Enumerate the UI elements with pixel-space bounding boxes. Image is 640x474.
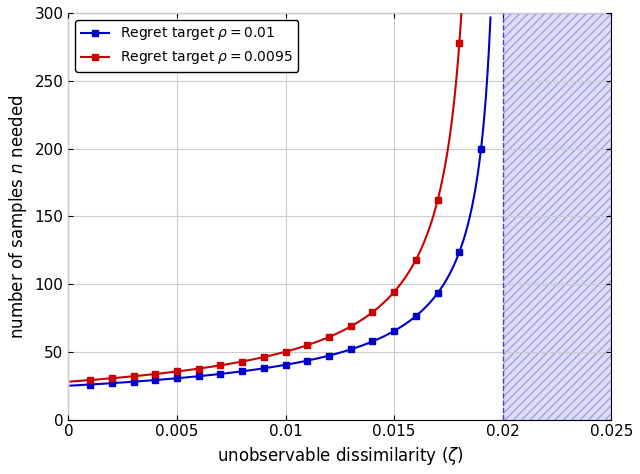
X-axis label: unobservable dissimilarity ($\zeta$): unobservable dissimilarity ($\zeta$) bbox=[216, 445, 463, 467]
Regret target $\rho = 0.0095$ bbox=[153, 371, 161, 377]
Regret target $\rho = 0.0095$ bbox=[458, 11, 465, 17]
Legend: Regret target $\rho = 0.01$, Regret target $\rho = 0.0095$: Regret target $\rho = 0.01$, Regret targ… bbox=[76, 20, 298, 72]
Regret target $\rho = 0.01$ bbox=[251, 367, 259, 373]
Regret target $\rho = 0.01$ bbox=[486, 15, 494, 20]
Y-axis label: number of samples $n$ needed: number of samples $n$ needed bbox=[7, 94, 29, 338]
Regret target $\rho = 0.0095$ bbox=[180, 368, 188, 374]
Regret target $\rho = 0.0095$ bbox=[342, 326, 350, 332]
Regret target $\rho = 0.01$ bbox=[221, 371, 229, 376]
Regret target $\rho = 0.01$ bbox=[92, 382, 100, 387]
Regret target $\rho = 0.0095$ bbox=[124, 374, 132, 380]
Regret target $\rho = 0.0095$ bbox=[67, 379, 74, 384]
Regret target $\rho = 0.01$ bbox=[250, 367, 257, 373]
Regret target $\rho = 0.01$ bbox=[67, 383, 74, 389]
Regret target $\rho = 0.01$ bbox=[349, 346, 356, 352]
Line: Regret target $\rho = 0.01$: Regret target $\rho = 0.01$ bbox=[70, 18, 490, 386]
Line: Regret target $\rho = 0.0095$: Regret target $\rho = 0.0095$ bbox=[70, 14, 461, 382]
Regret target $\rho = 0.0095$ bbox=[287, 347, 295, 353]
Regret target $\rho = 0.0095$ bbox=[141, 372, 148, 378]
Regret target $\rho = 0.01$ bbox=[160, 376, 168, 382]
